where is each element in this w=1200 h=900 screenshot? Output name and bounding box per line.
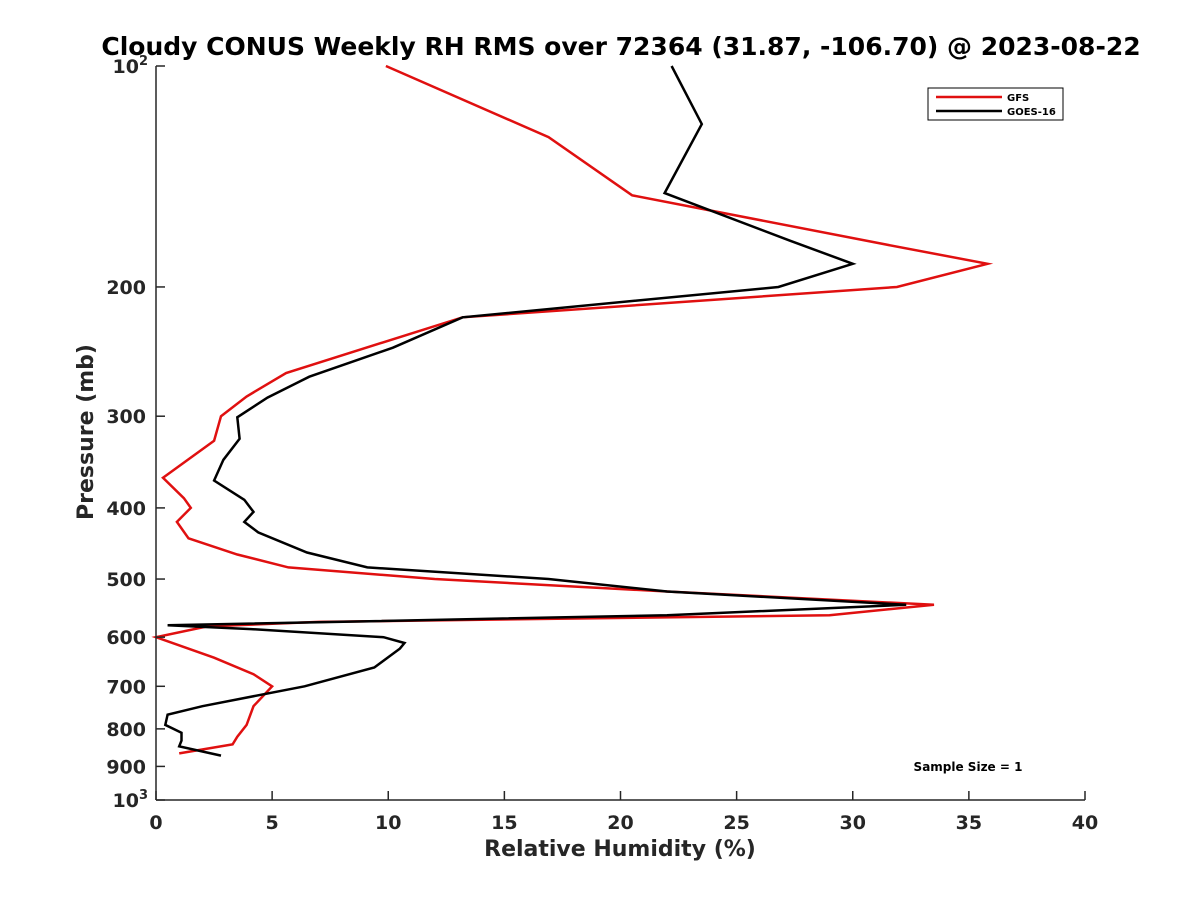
ticks-layer: 0 5 10 15 20 25 30 35 40 102 200 300 400 500 600 700 800… [106, 54, 1098, 834]
y-tick-label: 800 [106, 719, 146, 741]
x-tick-label: 25 [723, 812, 749, 834]
sample-size-annotation: Sample Size = 1 [914, 760, 1023, 774]
x-tick-label: 40 [1072, 812, 1098, 834]
x-tick-label: 35 [956, 812, 982, 834]
y-axis-label: Pressure (mb) [74, 344, 99, 520]
x-tick-label: 15 [491, 812, 517, 834]
series-layer [151, 64, 994, 757]
x-tick-label: 0 [149, 812, 162, 834]
y-tick-label: 400 [106, 498, 146, 520]
x-tick-label: 20 [607, 812, 633, 834]
y-tick-label: 500 [106, 569, 146, 591]
y-tick-label: 300 [106, 406, 146, 428]
x-axis-label: Relative Humidity (%) [484, 837, 756, 862]
y-tick-label: 900 [106, 756, 146, 778]
series-line-gfs [151, 64, 994, 755]
x-tick-label: 10 [375, 812, 401, 834]
y-tick-label: 200 [106, 277, 146, 299]
legend-box [927, 87, 1064, 121]
x-tick-label: 5 [266, 812, 279, 834]
legend: GFS GOES-16 [927, 87, 1064, 121]
legend-label-gfs: GFS [1007, 93, 1029, 104]
y-tick-label: 102 [113, 54, 149, 78]
chart-title: Cloudy CONUS Weekly RH RMS over 72364 (3… [101, 32, 1140, 61]
y-tick-label: 103 [113, 788, 149, 812]
series-line-goes-16 [163, 65, 907, 757]
y-tick-label: 700 [106, 676, 146, 698]
legend-label-goes-16: GOES-16 [1007, 107, 1056, 118]
x-tick-label: 30 [840, 812, 866, 834]
y-tick-label: 600 [106, 627, 146, 649]
